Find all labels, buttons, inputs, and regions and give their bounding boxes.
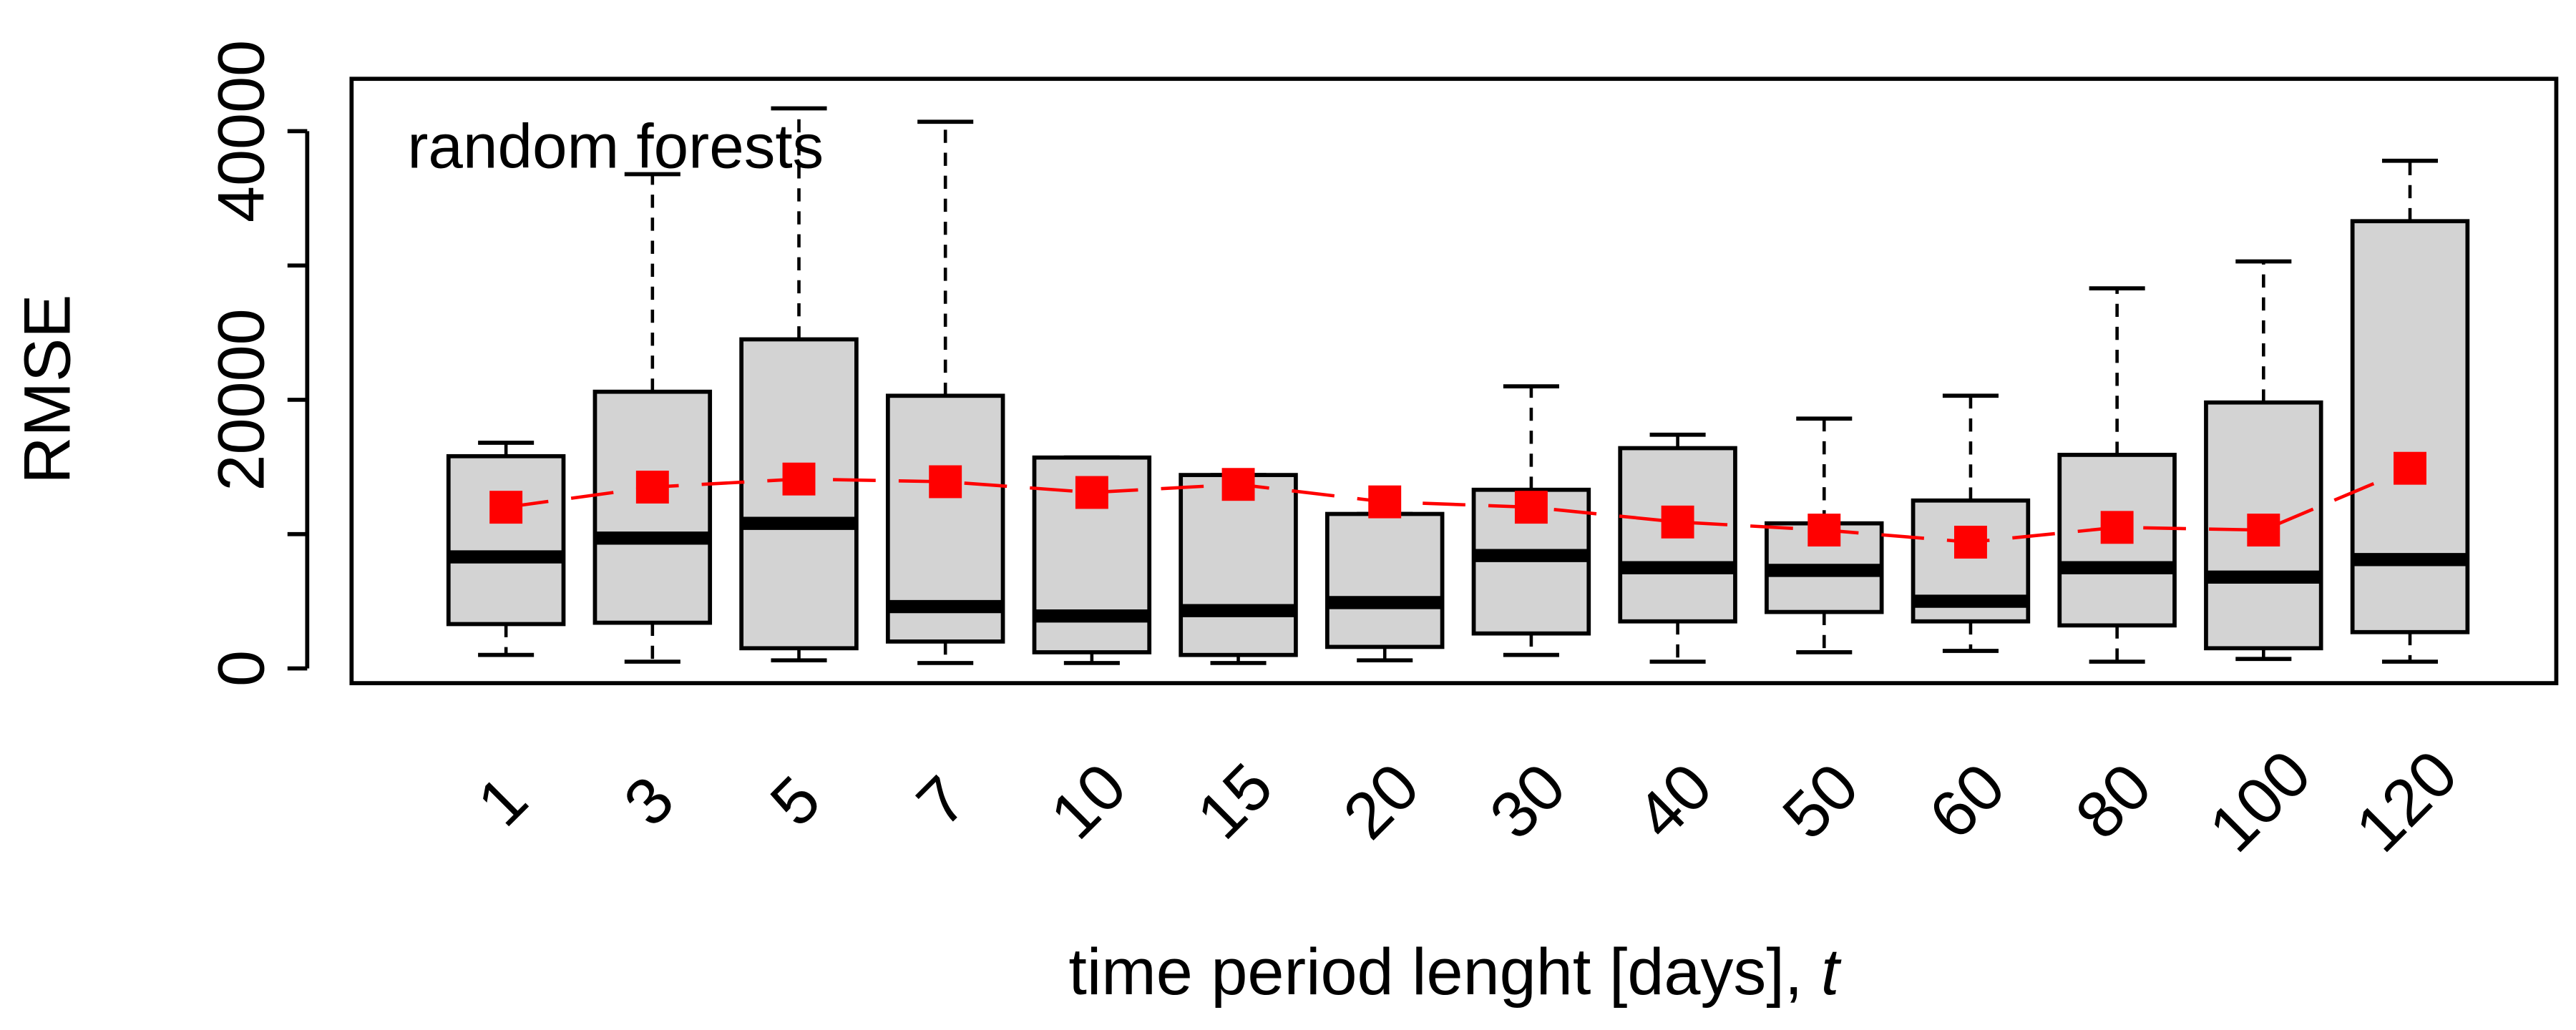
y-tick-label: 0	[205, 650, 278, 687]
mean-line	[505, 466, 2411, 544]
mean-marker	[1075, 476, 1108, 509]
mean-marker	[1953, 526, 1987, 559]
x-tick-label: 5	[757, 762, 834, 840]
y-tick-label: 40000	[205, 40, 278, 222]
mean-marker	[782, 462, 816, 496]
x-tick-label: 50	[1769, 750, 1872, 853]
y-tick-label: 20000	[205, 308, 278, 491]
x-tick-label: 120	[2342, 737, 2471, 865]
box	[592, 389, 713, 625]
chart-title: random forests	[407, 112, 824, 181]
x-tick-label: 20	[1330, 750, 1433, 853]
box	[1325, 511, 1445, 649]
box	[1179, 473, 1298, 657]
box	[1618, 446, 1737, 624]
x-tick-label: 3	[610, 762, 688, 840]
x-tick-label: 40	[1623, 750, 1726, 853]
x-axis-label-var: t	[1821, 936, 1842, 1009]
x-tick-label: 60	[1916, 750, 2019, 853]
mean-marker	[929, 465, 962, 499]
box	[446, 453, 566, 627]
mean-marker	[2394, 451, 2426, 485]
mean-marker	[635, 471, 669, 504]
mean-marker	[2247, 514, 2280, 547]
mean-marker	[1514, 491, 1548, 524]
box	[2057, 453, 2177, 628]
x-tick-label: 80	[2062, 750, 2165, 853]
x-tick-label: 30	[1476, 750, 1579, 853]
box	[2350, 219, 2470, 634]
x-tick-label: 15	[1184, 750, 1287, 853]
mean-marker	[1368, 485, 1402, 519]
mean-marker	[489, 491, 523, 524]
mean-marker	[1807, 514, 1841, 547]
mean-marker	[1221, 468, 1255, 501]
x-tick-label: 100	[2195, 737, 2324, 865]
mean-marker	[1661, 505, 1694, 539]
x-tick-label: 7	[903, 762, 980, 840]
mean-marker	[2100, 511, 2134, 544]
x-tick-label: 1	[464, 762, 541, 840]
x-tick-label: 10	[1037, 750, 1140, 853]
plot-frame	[349, 77, 2559, 685]
x-axis-label: time period lenght [days], t	[1068, 936, 1842, 1009]
x-axis-label-text: time period lenght [days],	[1068, 936, 1802, 1009]
y-axis-label: RMSE	[11, 294, 84, 484]
